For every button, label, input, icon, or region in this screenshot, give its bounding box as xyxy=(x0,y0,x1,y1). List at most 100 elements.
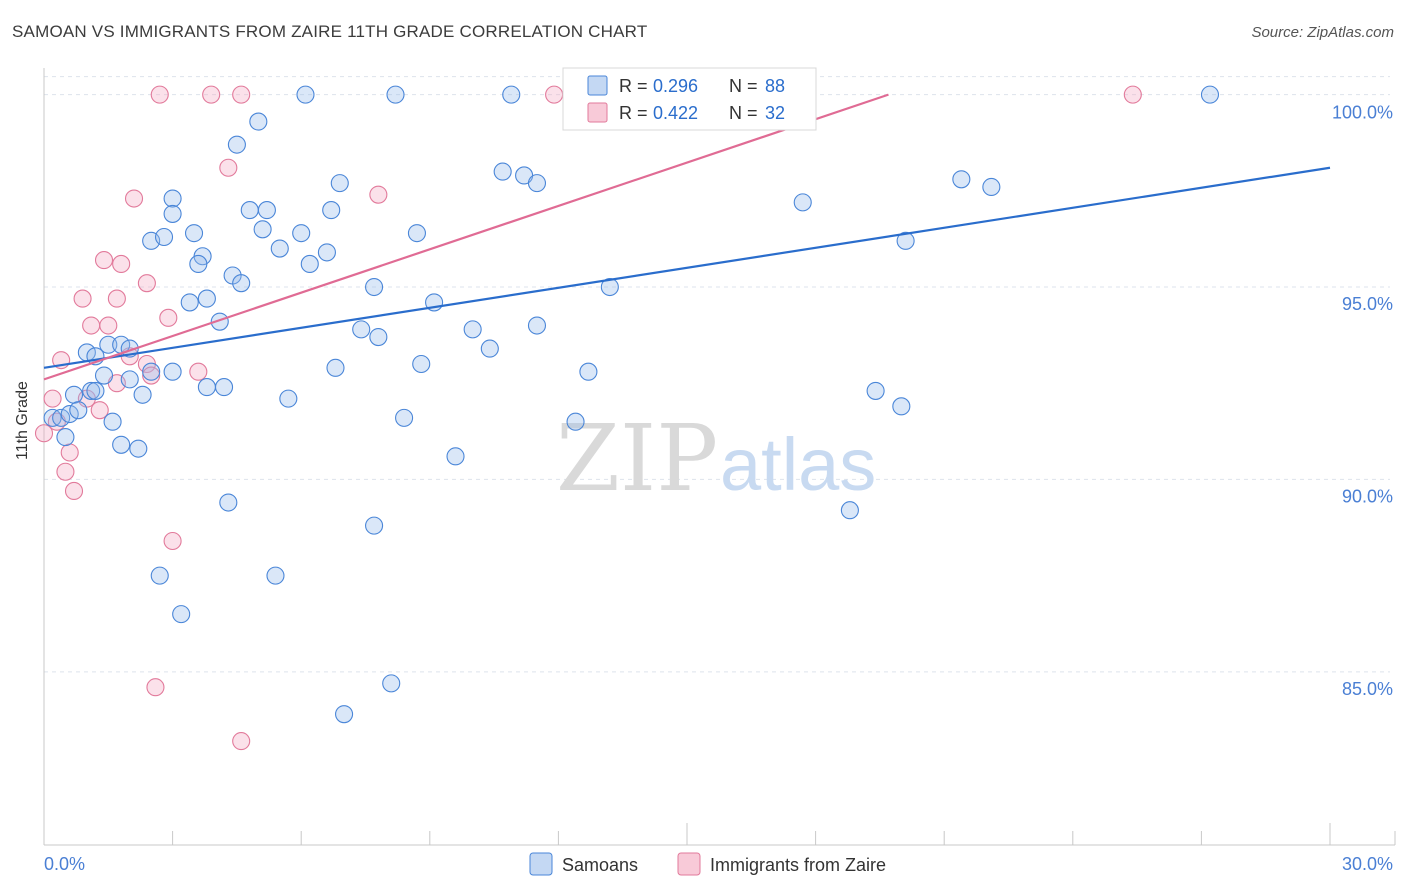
zaire-r-value: 0.422 xyxy=(653,103,698,123)
samoans-point-72 xyxy=(56,428,75,447)
y-tick-label-1: 90.0% xyxy=(1342,486,1393,506)
zaire-swatch xyxy=(587,102,608,123)
samoans-point-56 xyxy=(64,385,84,404)
samoans-point-29 xyxy=(300,254,319,273)
samoans-point-53 xyxy=(326,358,345,377)
samoans-point-10 xyxy=(330,174,349,193)
axes xyxy=(43,68,1396,846)
zaire-point-29 xyxy=(64,481,84,501)
samoans-r-value: 0.296 xyxy=(653,76,698,96)
samoans-point-38 xyxy=(210,312,229,331)
zaire-point-12 xyxy=(107,289,126,308)
samoans-point-11 xyxy=(163,189,182,208)
samoans-point-18 xyxy=(982,177,1001,197)
zaire-point-6 xyxy=(124,189,144,208)
zaire-point-13 xyxy=(159,308,178,327)
zaire-point-7 xyxy=(369,185,388,204)
samoans-point-70 xyxy=(395,408,414,427)
zaire-point-28 xyxy=(56,462,75,481)
samoans-trend-line xyxy=(43,166,1331,369)
tick-labels: 85.0% 90.0% 95.0% 100.0% 0.0% 30.0% xyxy=(44,103,1393,874)
samoans-point-50 xyxy=(163,362,182,381)
watermark: ZIP atlas xyxy=(556,405,876,512)
samoans-point-36 xyxy=(197,289,216,308)
zaire-point-8 xyxy=(94,251,114,270)
zaire-point-14 xyxy=(82,316,101,335)
samoans-point-7 xyxy=(493,162,512,181)
samoans-point-32 xyxy=(232,274,251,293)
samoans-point-21 xyxy=(154,227,174,247)
zaire-point-32 xyxy=(232,732,251,751)
zaire-point-10 xyxy=(137,274,156,293)
zaire-point-11 xyxy=(73,289,92,308)
samoans-point-9 xyxy=(527,174,547,193)
samoans-point-12 xyxy=(240,201,259,220)
samoans-point-71 xyxy=(566,412,585,431)
samoans-point-54 xyxy=(412,354,431,374)
samoans-point-61 xyxy=(214,378,234,397)
samoans-point-19 xyxy=(253,220,272,239)
series-legend: Samoans Immigrants from Zaire xyxy=(529,852,886,876)
legend-zaire-swatch xyxy=(677,852,701,876)
chart-title: SAMOAN VS IMMIGRANTS FROM ZAIRE 11TH GRA… xyxy=(12,22,648,41)
samoans-point-17 xyxy=(952,170,971,189)
samoans-point-68 xyxy=(69,401,88,420)
legend-zaire-label: Immigrants from Zaire xyxy=(710,855,886,875)
samoans-point-73 xyxy=(112,435,131,454)
samoans-point-42 xyxy=(527,316,547,335)
chart-source: Source: ZipAtlas.com xyxy=(1251,24,1394,41)
zaire-point-9 xyxy=(112,254,131,273)
zaire-point-5 xyxy=(219,158,238,177)
samoans-point-81 xyxy=(172,605,191,624)
samoans-point-16 xyxy=(793,193,812,212)
samoans-point-75 xyxy=(446,447,465,466)
samoans-point-46 xyxy=(99,335,118,354)
samoans-point-59 xyxy=(133,385,152,404)
samoans-point-76 xyxy=(219,493,238,512)
legend-samoans-label: Samoans xyxy=(562,855,638,875)
samoans-point-80 xyxy=(266,566,285,585)
samoans-point-1 xyxy=(386,85,405,104)
series-zaire-points xyxy=(34,85,1142,751)
samoans-point-78 xyxy=(840,501,859,520)
samoans-point-26 xyxy=(270,239,289,258)
samoans-point-52 xyxy=(120,370,139,389)
y-tick-label-2: 95.0% xyxy=(1342,294,1393,314)
samoans-point-33 xyxy=(365,277,384,297)
samoans-point-34 xyxy=(600,277,619,297)
samoans-point-64 xyxy=(892,397,911,416)
samoans-n-label: N = xyxy=(729,76,758,96)
trend-lines xyxy=(43,93,1331,381)
samoans-point-22 xyxy=(184,224,204,243)
zaire-n-label: N = xyxy=(729,103,758,123)
samoans-point-74 xyxy=(129,439,148,458)
zaire-point-1 xyxy=(202,85,221,104)
samoans-point-43 xyxy=(480,339,499,358)
samoans-point-14 xyxy=(322,201,341,220)
y-tick-label-3: 100.0% xyxy=(1332,103,1393,123)
samoans-point-63 xyxy=(866,381,885,400)
zaire-point-31 xyxy=(146,678,165,697)
samoans-r-label: R = xyxy=(619,76,648,96)
samoans-point-40 xyxy=(369,328,388,347)
zaire-point-20 xyxy=(142,366,161,385)
watermark-atlas: atlas xyxy=(720,423,876,506)
zaire-point-4 xyxy=(1123,85,1142,104)
zaire-point-22 xyxy=(43,389,62,408)
samoans-point-66 xyxy=(52,408,71,427)
samoans-point-55 xyxy=(579,362,598,381)
zaire-point-15 xyxy=(99,316,118,335)
samoans-point-62 xyxy=(279,389,298,408)
samoans-n-value: 88 xyxy=(765,76,785,96)
watermark-zip: ZIP xyxy=(556,405,718,512)
samoans-point-30 xyxy=(317,243,336,262)
samoans-point-77 xyxy=(365,516,384,535)
zaire-r-label: R = xyxy=(619,103,648,123)
samoans-point-49 xyxy=(142,362,161,381)
samoans-point-69 xyxy=(103,412,122,431)
gridlines xyxy=(44,76,1390,673)
samoans-point-79 xyxy=(150,566,169,585)
samoans-point-6 xyxy=(227,135,246,154)
samoans-point-67 xyxy=(60,404,79,424)
